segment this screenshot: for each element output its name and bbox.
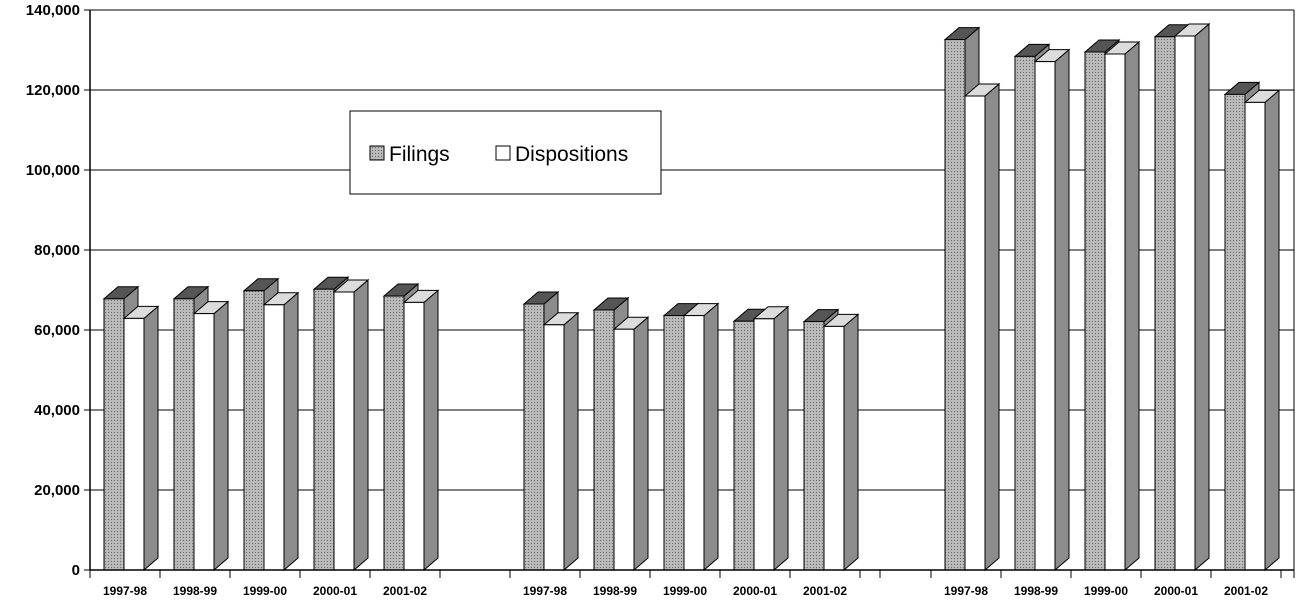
legend-swatch-filings <box>369 145 385 161</box>
bar-dispositions-side <box>143 305 159 572</box>
x-category-label: 2001-02 <box>383 584 427 598</box>
bar-dispositions <box>612 316 650 572</box>
bar-dispositions <box>1173 22 1211 572</box>
bar-dispositions-front <box>193 313 215 571</box>
y-tick-label: 120,000 <box>26 82 80 99</box>
bar-dispositions <box>752 305 790 572</box>
bar-filings-front <box>103 298 125 571</box>
bar-dispositions-front <box>613 328 635 571</box>
bar-dispositions-front <box>1174 35 1196 571</box>
bar-dispositions <box>332 278 370 572</box>
x-category-label: 1997-98 <box>523 584 567 598</box>
bar-dispositions-side <box>283 291 299 572</box>
x-category-label: 1998-99 <box>593 584 637 598</box>
y-tick-label: 20,000 <box>34 482 80 499</box>
bar-dispositions-side <box>633 316 649 572</box>
x-category-label: 1999-00 <box>243 584 287 598</box>
bar-filings-front <box>803 321 825 571</box>
legend-label-filings: Filings <box>389 143 450 166</box>
bar-filings-front <box>593 309 615 571</box>
bar-dispositions-front <box>123 317 145 571</box>
bar-dispositions <box>963 82 1001 572</box>
bar-dispositions-front <box>333 291 355 571</box>
bar-dispositions-side <box>563 311 579 572</box>
bar-filings-front <box>1224 93 1246 571</box>
x-category-label: 1998-99 <box>173 584 217 598</box>
bar-dispositions-side <box>1264 89 1280 572</box>
x-category-label: 1997-98 <box>944 584 988 598</box>
legend-label-dispositions: Dispositions <box>515 143 628 166</box>
x-category-label: 1998-99 <box>1014 584 1058 598</box>
category-labels: 1997-98 1998-99 1999-00 2000-01 2001-02 1997-… <box>103 584 1268 598</box>
bar-dispositions-side <box>843 313 859 572</box>
bar-dispositions-side <box>984 82 1000 572</box>
bar-dispositions-side <box>703 302 719 572</box>
y-tick-label: 40,000 <box>34 402 80 419</box>
bar-dispositions-side <box>1124 40 1140 572</box>
y-tick-label: 60,000 <box>34 322 80 339</box>
bar-dispositions-front <box>403 301 425 571</box>
bar-dispositions <box>682 302 720 572</box>
bar-filings-front <box>1084 51 1106 571</box>
y-tick-label: 80,000 <box>34 242 80 259</box>
bar-dispositions <box>122 305 160 572</box>
bar-dispositions-front <box>1244 101 1266 571</box>
x-category-label: 1999-00 <box>663 584 707 598</box>
bar-dispositions-front <box>753 318 775 571</box>
bar-filings-front <box>1154 36 1176 571</box>
bar-dispositions-front <box>823 325 845 571</box>
y-tick-label: 140,000 <box>26 2 80 19</box>
bar-dispositions-side <box>1194 22 1210 572</box>
bar-dispositions <box>1033 48 1071 572</box>
x-category-label: 2000-01 <box>733 584 777 598</box>
bar-dispositions-front <box>964 95 986 571</box>
bar-dispositions-front <box>543 324 565 571</box>
bar-filings-front <box>663 315 685 571</box>
bar-dispositions <box>262 291 300 572</box>
bar-filings-front <box>313 288 335 571</box>
x-category-label: 2001-02 <box>803 584 847 598</box>
legend-swatch-dispositions <box>495 145 511 161</box>
y-tick-label: 100,000 <box>26 162 80 179</box>
bar-dispositions <box>402 289 440 572</box>
bar-dispositions-side <box>1054 48 1070 572</box>
bar-dispositions <box>822 313 860 572</box>
bar-filings-front <box>383 295 405 571</box>
bar-filings-front <box>173 298 195 571</box>
y-tick-labels: 0 20,000 40,000 60,000 80,000 100,000 120,000 1… <box>26 2 80 579</box>
x-category-label: 2000-01 <box>1154 584 1198 598</box>
bar-dispositions <box>1243 89 1281 572</box>
bar-filings-front <box>1014 55 1036 571</box>
bar-dispositions-front <box>1034 61 1056 571</box>
bar-filings-front <box>733 320 755 571</box>
x-category-label: 1997-98 <box>103 584 147 598</box>
bar-filings-front <box>523 303 545 571</box>
bar-dispositions-side <box>773 305 789 572</box>
bar-dispositions-side <box>423 289 439 572</box>
bar-filings-front <box>243 290 265 571</box>
x-category-label: 2000-01 <box>313 584 357 598</box>
legend: Filings Dispositions <box>349 110 662 195</box>
axes <box>84 9 1295 578</box>
y-tick-label: 0 <box>72 562 80 579</box>
bar-dispositions-front <box>1104 53 1126 571</box>
bar-dispositions <box>1103 40 1141 572</box>
bar-filings-front <box>944 39 966 571</box>
x-category-label: 2001-02 <box>1224 584 1268 598</box>
bar-dispositions <box>192 300 230 572</box>
x-category-label: 1999-00 <box>1084 584 1128 598</box>
bar-dispositions-front <box>263 304 285 571</box>
bars <box>102 22 1281 572</box>
bar-dispositions-front <box>683 315 705 571</box>
bar-dispositions-side <box>213 300 229 572</box>
bar-dispositions-side <box>353 278 369 572</box>
bar-dispositions <box>542 311 580 572</box>
